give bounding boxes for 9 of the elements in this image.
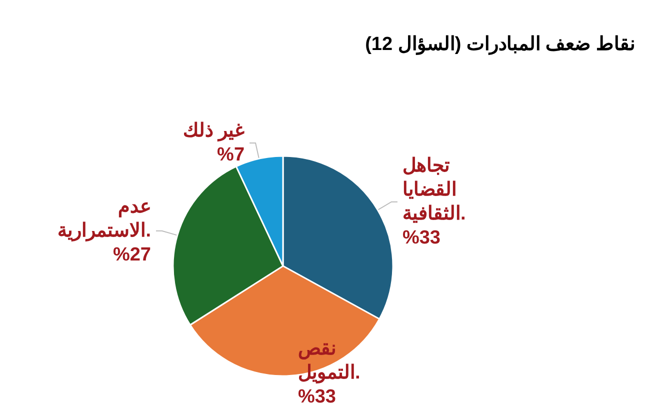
slice-label: عدم الاستمرارية. [58, 196, 152, 242]
data-label: %7 [217, 144, 245, 166]
data-label: %27 [112, 244, 152, 266]
chart-title: نقاط ضعف المبادرات (السؤال 12) [365, 34, 636, 55]
slice-label: نقص التمويل. [298, 338, 360, 384]
data-label: %33 [298, 386, 336, 408]
slice-label: غير ذلك [183, 120, 245, 142]
slice-label: تجاهل القضايا الثقافية. [402, 155, 466, 224]
data-label: %33 [402, 227, 440, 248]
